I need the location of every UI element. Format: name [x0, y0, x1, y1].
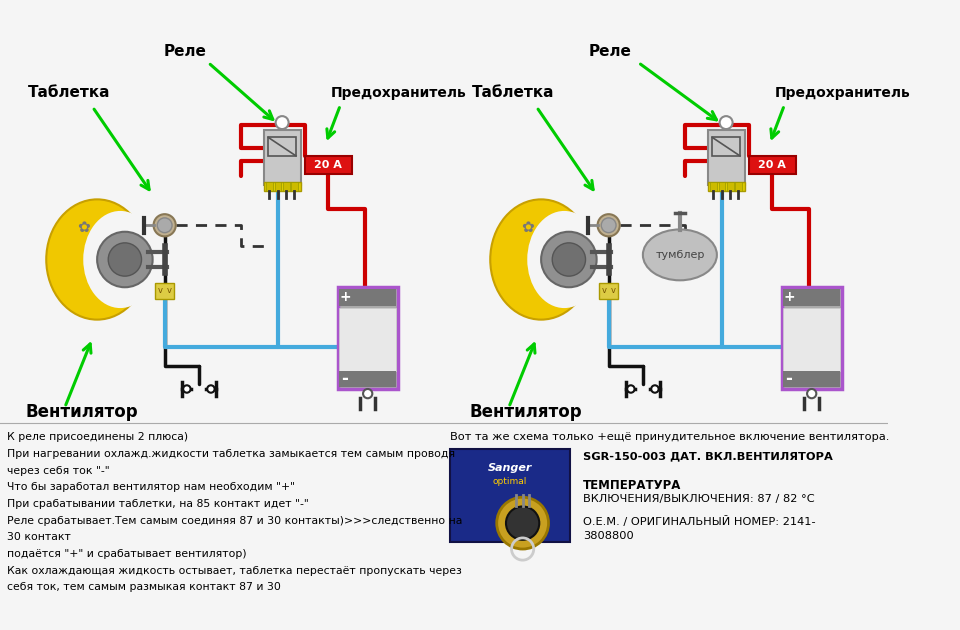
Text: Предохранитель: Предохранитель	[331, 86, 467, 100]
Text: Реле: Реле	[163, 44, 206, 59]
Text: подаётся "+" и срабатывает вентилятор): подаётся "+" и срабатывает вентилятор)	[8, 549, 247, 559]
Circle shape	[506, 507, 540, 540]
Text: ✿: ✿	[77, 220, 89, 234]
Bar	[340, 370, 396, 387]
Text: -: -	[785, 370, 792, 388]
Circle shape	[807, 389, 816, 398]
Text: Что бы заработал вентилятор нам необходим "+": Что бы заработал вентилятор нам необходи…	[8, 483, 296, 493]
Bar	[708, 130, 745, 185]
Circle shape	[108, 243, 141, 276]
Bar	[268, 137, 296, 156]
Text: Как охлаждающая жидкость остывает, таблетка перестаёт пропускать через: Как охлаждающая жидкость остывает, табле…	[8, 566, 462, 576]
Text: v: v	[602, 287, 607, 295]
Text: 3808800: 3808800	[583, 530, 634, 541]
Ellipse shape	[643, 229, 717, 280]
Text: себя ток, тем самым размыкая контакт 87 и 30: себя ток, тем самым размыкая контакт 87 …	[8, 582, 281, 592]
Text: Реле: Реле	[589, 44, 632, 59]
Bar	[712, 137, 740, 156]
Bar	[156, 283, 174, 299]
Bar	[449, 449, 570, 542]
Circle shape	[363, 389, 372, 398]
Text: optimal: optimal	[492, 477, 527, 486]
Text: +: +	[783, 290, 795, 304]
Bar	[783, 370, 840, 387]
Bar	[340, 289, 396, 306]
Text: ВКЛЮЧЕНИЯ/ВЫКЛЮЧЕНИЯ: 87 / 82 °С: ВКЛЮЧЕНИЯ/ВЫКЛЮЧЕНИЯ: 87 / 82 °С	[583, 493, 814, 503]
Text: О.Е.М. / ОРИГИНАЛЬНЫЙ НОМЕР: 2141-: О.Е.М. / ОРИГИНАЛЬНЫЙ НОМЕР: 2141-	[583, 516, 815, 527]
Bar	[727, 182, 733, 191]
Bar	[275, 182, 281, 191]
Circle shape	[597, 214, 620, 236]
Ellipse shape	[491, 199, 592, 319]
Circle shape	[720, 116, 732, 129]
Bar	[264, 182, 300, 191]
Text: v: v	[611, 287, 615, 295]
Bar	[710, 182, 717, 191]
Text: Вентилятор: Вентилятор	[26, 403, 138, 421]
Circle shape	[541, 232, 596, 287]
Bar	[267, 182, 273, 191]
Text: При нагревании охлажд.жидкости таблетка замыкается тем самым проводя: При нагревании охлажд.жидкости таблетка …	[8, 449, 456, 459]
Bar	[783, 289, 840, 306]
Bar	[783, 307, 840, 370]
Text: К реле присоединены 2 плюса): К реле присоединены 2 плюса)	[8, 432, 188, 442]
Circle shape	[157, 218, 172, 232]
Circle shape	[496, 497, 548, 549]
Text: ТЕМПЕРАТУРА: ТЕМПЕРАТУРА	[583, 479, 682, 492]
Bar	[719, 182, 725, 191]
Text: Реле срабатывает.Тем самым соединяя 87 и 30 контакты)>>>следственно на: Реле срабатывает.Тем самым соединяя 87 и…	[8, 516, 463, 525]
Bar	[781, 287, 842, 389]
Circle shape	[276, 116, 289, 129]
Circle shape	[183, 386, 190, 392]
Text: При срабатывании таблетки, на 85 контакт идет "-": При срабатывании таблетки, на 85 контакт…	[8, 499, 309, 509]
Text: v: v	[167, 287, 172, 295]
Circle shape	[154, 214, 176, 236]
Ellipse shape	[527, 211, 601, 308]
Circle shape	[601, 218, 616, 232]
Text: Sanger: Sanger	[488, 462, 532, 472]
Text: 30 контакт: 30 контакт	[8, 532, 71, 542]
Ellipse shape	[84, 211, 157, 308]
Text: SGR-150-003 ДАТ. ВКЛ.ВЕНТИЛЯТОРА: SGR-150-003 ДАТ. ВКЛ.ВЕНТИЛЯТОРА	[583, 451, 832, 461]
Text: Вот та же схема только +ещё принудительное включение вентилятора.: Вот та же схема только +ещё принудительн…	[449, 432, 889, 442]
Text: тумблер: тумблер	[655, 250, 705, 260]
Bar	[338, 287, 397, 389]
Bar	[340, 307, 396, 370]
Bar	[264, 130, 300, 185]
Text: 20 А: 20 А	[758, 160, 786, 170]
Bar	[305, 156, 351, 175]
Text: Предохранитель: Предохранитель	[775, 86, 911, 100]
Circle shape	[207, 386, 215, 392]
Circle shape	[552, 243, 586, 276]
Circle shape	[627, 386, 635, 392]
Text: через себя ток "-": через себя ток "-"	[8, 466, 110, 476]
Bar	[708, 182, 745, 191]
Text: +: +	[339, 290, 350, 304]
Text: ✿: ✿	[521, 220, 534, 234]
Text: Таблетка: Таблетка	[28, 86, 110, 101]
Text: Таблетка: Таблетка	[471, 86, 554, 101]
Text: v: v	[157, 287, 162, 295]
Bar	[283, 182, 290, 191]
Text: Вентилятор: Вентилятор	[469, 403, 583, 421]
Bar	[292, 182, 298, 191]
Bar	[735, 182, 742, 191]
Circle shape	[651, 386, 659, 392]
Circle shape	[97, 232, 153, 287]
Text: -: -	[342, 370, 348, 388]
Bar	[749, 156, 796, 175]
Ellipse shape	[46, 199, 148, 319]
Bar	[599, 283, 618, 299]
Text: 20 А: 20 А	[315, 160, 343, 170]
